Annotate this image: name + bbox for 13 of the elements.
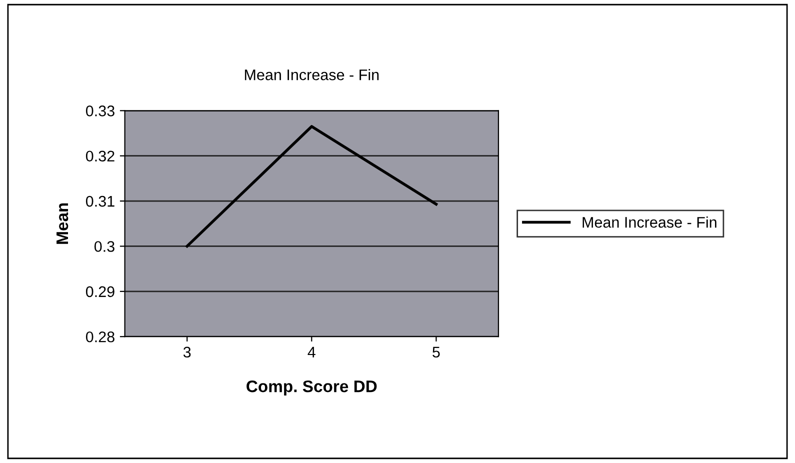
y-tick-label: 0.31: [86, 196, 114, 207]
x-axis-title: Comp. Score DD: [246, 380, 377, 396]
x-tick-label: 3: [183, 346, 191, 358]
legend-label: Mean Increase - Fin: [582, 216, 716, 228]
x-tick-label: 5: [432, 346, 440, 358]
y-tick-label: 0.3: [94, 241, 114, 252]
y-tick-label: 0.32: [86, 150, 114, 162]
y-tick-label: 0.28: [86, 331, 114, 342]
x-tick-label: 4: [308, 346, 316, 358]
y-axis-title: Mean: [56, 203, 68, 244]
chart-title: Mean Increase - Fin: [244, 69, 379, 80]
y-tick-label: 0.29: [86, 286, 114, 298]
y-tick-label: 0.33: [86, 106, 114, 116]
